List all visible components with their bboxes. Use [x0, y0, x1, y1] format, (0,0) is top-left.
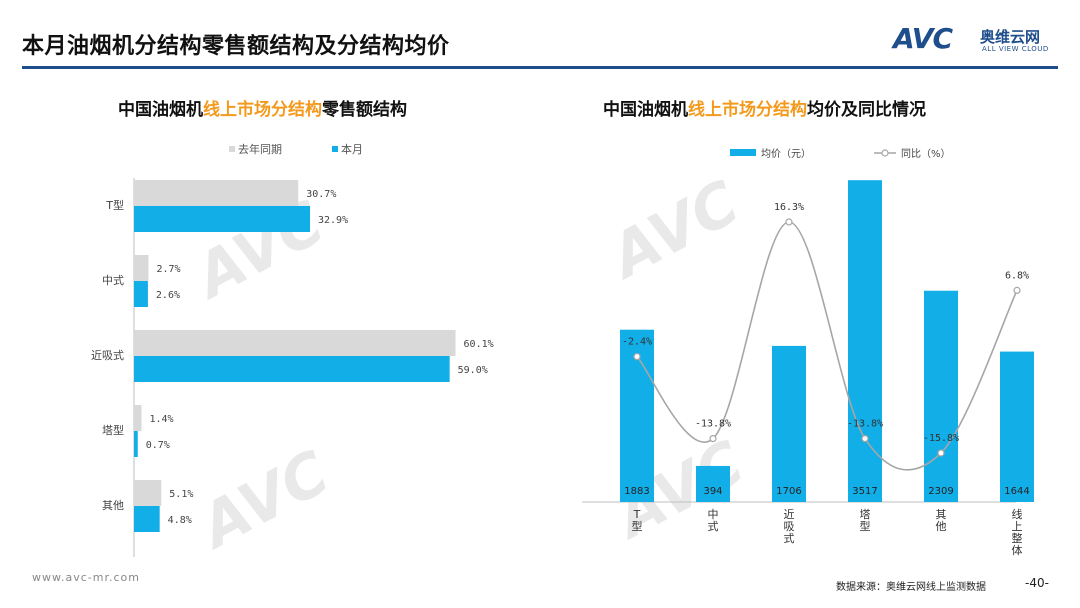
- page-title: 本月油烟机分结构零售额结构及分结构均价: [22, 34, 450, 59]
- bar-last-year: [134, 255, 149, 281]
- right-chart-title-part2: 线上市场分结构: [688, 100, 807, 120]
- category-label-char: 其: [936, 508, 947, 521]
- category-label-char: 上: [1012, 520, 1023, 533]
- category-label-char: 近: [784, 508, 795, 521]
- data-label-last-year: 60.1%: [464, 339, 494, 350]
- data-label-yoy: -13.8%: [847, 419, 883, 430]
- left-chart-title-part2: 线上市场分结构: [203, 100, 322, 120]
- bar-avg-price: [772, 345, 806, 502]
- title-divider: [22, 66, 1058, 69]
- yoy-point: [937, 449, 945, 457]
- bar-current: [134, 206, 311, 232]
- left-bar-chart: 去年同期 本月 30.7% 32.9% T型 2.7% 2.6% 中式 60.1% 59.0% 近吸…: [91, 142, 494, 557]
- data-label-last-year: 30.7%: [306, 189, 336, 200]
- category-label-char: 线: [1012, 507, 1023, 521]
- data-label-last-year: 1.4%: [149, 414, 173, 425]
- legend-swatch-current: [332, 146, 338, 152]
- category-label-char: 体: [1012, 543, 1023, 557]
- category-label: 塔型: [102, 423, 124, 437]
- yoy-point: [785, 218, 793, 226]
- legend-label-last-year: 去年同期: [238, 142, 282, 156]
- data-label-yoy: -2.4%: [622, 337, 652, 348]
- left-chart-title-part3: 零售额结构: [322, 100, 407, 120]
- legend-marker-yoy: [881, 149, 889, 157]
- bar-current: [134, 431, 138, 457]
- yoy-line: [636, 221, 1018, 471]
- category-label-char: T: [633, 508, 641, 521]
- category-label-char: 型: [632, 519, 643, 533]
- bar-avg-price: [696, 465, 730, 502]
- category-label-char: 中: [708, 508, 719, 521]
- category-label-char: 式: [784, 532, 795, 545]
- data-label-avg-price: 2309: [928, 486, 953, 497]
- bar-last-year: [134, 180, 299, 206]
- brand-logo-en: ALL VIEW CLOUD: [982, 45, 1049, 53]
- category-label: 中式: [102, 274, 124, 287]
- category-label-char: 型: [860, 519, 871, 533]
- right-combo-chart: 均价（元） 同比（%）1883T型394中式1706近吸式3517塔型2309其他…: [582, 148, 1034, 557]
- data-label-yoy: -15.8%: [923, 433, 959, 444]
- legend-label-yoy: 同比（%）: [901, 148, 951, 160]
- right-chart-title-part1: 中国油烟机: [603, 100, 688, 120]
- legend-label-current: 本月: [341, 142, 363, 156]
- data-label-current: 2.6%: [156, 290, 180, 301]
- category-label: T型: [105, 198, 124, 212]
- data-label-current: 4.8%: [168, 515, 192, 526]
- data-label-avg-price: 1883: [624, 486, 649, 497]
- data-label-avg-price: 394: [703, 486, 722, 497]
- yoy-point: [709, 435, 717, 443]
- brand-logo: AVC: [893, 22, 953, 55]
- data-label-yoy: 6.8%: [1005, 270, 1029, 281]
- legend-label-price: 均价（元）: [761, 148, 811, 160]
- bar-avg-price: [848, 180, 882, 502]
- bar-current: [134, 281, 148, 307]
- data-label-current: 59.0%: [458, 365, 488, 376]
- bar-avg-price: [1000, 351, 1034, 502]
- data-label-last-year: 5.1%: [169, 489, 193, 500]
- category-label-char: 整: [1012, 531, 1023, 545]
- left-chart-title-part1: 中国油烟机: [118, 100, 203, 120]
- page-number: -40-: [1025, 576, 1049, 590]
- bar-last-year: [134, 405, 142, 431]
- bar-current: [134, 356, 450, 382]
- category-label: 其他: [102, 499, 124, 512]
- yoy-point: [861, 435, 869, 443]
- brand-logo-cn: 奥维云网: [980, 28, 1041, 46]
- bar-last-year: [134, 480, 162, 506]
- bar-current: [134, 506, 160, 532]
- right-chart-title: 中国油烟机线上市场分结构均价及同比情况: [603, 95, 926, 120]
- data-label-yoy: -13.8%: [695, 419, 731, 430]
- category-label: 近吸式: [91, 349, 124, 362]
- footer-url: www.avc-mr.com: [32, 571, 140, 584]
- data-label-yoy: 16.3%: [774, 202, 804, 213]
- data-label-avg-price: 1644: [1004, 486, 1029, 497]
- bar-last-year: [134, 330, 456, 356]
- right-chart-title-part3: 均价及同比情况: [807, 100, 926, 120]
- category-label-char: 吸: [784, 520, 795, 533]
- data-label-current: 32.9%: [318, 215, 348, 226]
- legend-swatch-price: [730, 149, 756, 156]
- yoy-point: [633, 352, 641, 361]
- category-label-char: 他: [936, 520, 947, 533]
- data-label-avg-price: 1706: [776, 486, 801, 497]
- legend-swatch-last-year: [229, 146, 235, 152]
- data-label-avg-price: 3517: [852, 486, 877, 497]
- bar-avg-price: [924, 290, 958, 502]
- category-label-char: 式: [708, 520, 719, 533]
- data-label-last-year: 2.7%: [156, 264, 180, 275]
- left-chart-title: 中国油烟机线上市场分结构零售额结构: [118, 95, 407, 120]
- yoy-point: [1013, 286, 1021, 294]
- category-label-char: 塔: [860, 508, 871, 521]
- footer-source: 数据来源：奥维云网线上监测数据: [836, 582, 986, 593]
- data-label-current: 0.7%: [146, 440, 170, 451]
